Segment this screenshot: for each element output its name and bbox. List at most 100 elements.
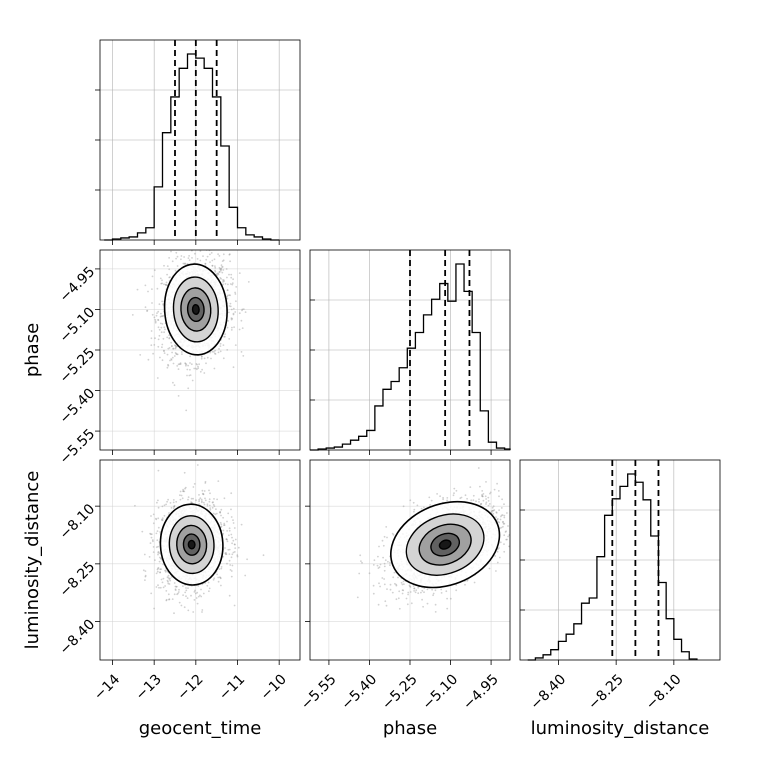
sample-point [226,530,229,532]
sample-point [234,538,237,541]
sample-point [224,335,226,338]
sample-point [150,592,153,595]
sample-point [188,374,191,377]
sample-point [223,335,226,338]
sample-point [466,497,468,500]
sample-point [164,328,166,331]
sample-point [169,502,172,504]
sample-point [421,589,424,592]
y-tick-label-phase-4: −4.95 [57,264,99,306]
sample-point [194,592,197,595]
sample-point [182,585,184,587]
sample-point [181,497,184,500]
sample-point [481,493,483,496]
sample-point [163,264,165,267]
sample-point [184,591,187,594]
sample-point [220,278,223,280]
sample-point [492,505,495,508]
sample-point [213,498,215,500]
sample-point [226,294,229,297]
sample-point [166,265,169,267]
sample-point [202,255,204,257]
sample-point [163,504,166,507]
sample-point [224,283,227,285]
sample-point [170,506,173,509]
sample-point [170,341,173,344]
sample-point [221,266,223,268]
sample-point [152,522,155,525]
sample-point [221,271,224,274]
sample-point [152,352,155,355]
sample-point [161,517,164,519]
sample-point [464,583,466,586]
sample-point [163,350,165,352]
sample-point [226,562,228,565]
sample-point [191,257,193,259]
sample-point [225,538,228,541]
sample-point [368,572,371,575]
sample-point [230,516,233,518]
sample-point [220,525,223,528]
sample-point [222,529,225,532]
sample-point [160,331,163,334]
sample-point [155,546,158,549]
sample-point [417,592,420,595]
sample-point [166,500,169,503]
sample-point [214,242,216,244]
sample-point [173,506,176,508]
sample-point [150,536,153,539]
sample-point [228,338,231,340]
sample-point [213,351,215,353]
sample-point [178,601,181,604]
sample-point [217,253,220,256]
sample-point [212,512,215,515]
sample-point [373,559,376,562]
sample-point [211,259,214,262]
sample-point [177,363,180,366]
sample-point [222,357,225,360]
sample-point [226,540,229,543]
sample-point [201,489,204,492]
sample-point [230,308,233,311]
sample-point [446,607,449,610]
sample-point [440,592,443,594]
sample-point [379,563,382,566]
sample-point [151,302,153,304]
sample-point [161,518,163,521]
sample-point [192,486,195,488]
sample-point [172,501,175,504]
sample-point [223,497,226,500]
sample-point [492,509,495,512]
sample-point [241,308,244,311]
sample-point [407,591,410,594]
sample-point [246,558,249,561]
sample-point [172,381,174,384]
sample-point [214,352,216,355]
sample-point [229,294,232,297]
sample-point [213,577,216,580]
sample-point [372,584,375,587]
sample-point [152,513,155,516]
sample-point [222,344,225,346]
sample-point [428,496,431,499]
sample-point [230,575,233,578]
sample-point [229,283,232,285]
sample-point [150,337,153,340]
sample-point [224,552,227,555]
sample-point [174,347,177,350]
sample-point [238,312,241,315]
sample-point [500,514,503,517]
sample-point [157,584,159,587]
sample-point [445,590,448,593]
sample-point [198,363,201,366]
sample-point [231,542,234,545]
sample-point [201,611,203,613]
sample-point [199,594,201,597]
sample-point [157,566,160,569]
sample-point [184,362,187,364]
sample-point [174,269,177,272]
sample-point [210,252,213,254]
sample-point [230,492,233,495]
sample-point [168,578,171,580]
sample-point [222,253,225,256]
